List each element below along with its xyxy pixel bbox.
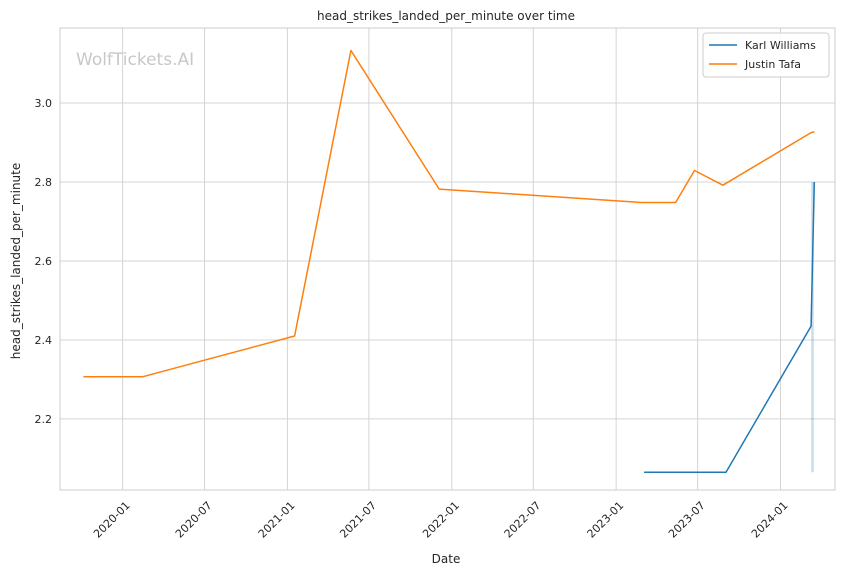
y-tick-labels: 2.2 2.4 2.6 2.8 3.0 xyxy=(35,97,53,426)
legend-box xyxy=(702,32,830,78)
y-axis-label: head_strikes_landed_per_minute xyxy=(9,163,23,360)
plot-frame xyxy=(59,27,836,491)
y-tick-label: 2.6 xyxy=(35,255,53,268)
y-tick-label: 2.8 xyxy=(35,176,53,189)
series-band xyxy=(811,182,814,473)
x-axis-label: Date xyxy=(432,552,461,566)
series-line-0 xyxy=(644,181,816,473)
y-tick-label: 3.0 xyxy=(35,97,53,110)
legend-entry: Justin Tafa xyxy=(744,58,801,71)
legend-entry: Karl Williams xyxy=(745,39,816,52)
chart-title: head_strikes_landed_per_minute over time xyxy=(317,9,575,23)
watermark: WolfTickets.AI xyxy=(76,50,194,70)
confidence-band xyxy=(811,182,814,473)
y-tick-label: 2.2 xyxy=(35,413,53,426)
y-tick-label: 2.4 xyxy=(35,334,53,347)
series-line-1 xyxy=(83,49,815,378)
legend: Karl Williams Justin Tafa xyxy=(702,32,830,78)
series-lines xyxy=(83,49,816,473)
grid xyxy=(60,28,835,490)
